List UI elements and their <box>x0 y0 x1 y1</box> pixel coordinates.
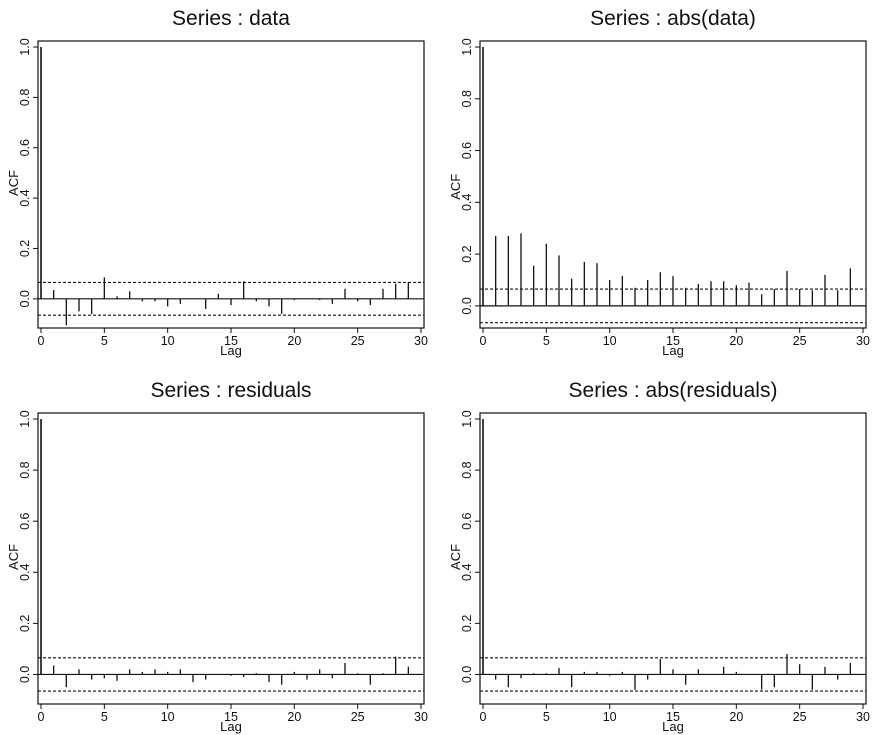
x-tick-label: 15 <box>666 334 680 348</box>
x-tick-label: 25 <box>351 710 365 724</box>
y-tick-label: 1.0 <box>18 38 32 55</box>
y-tick-label: 0.4 <box>18 189 32 206</box>
x-axis-label: Lag <box>662 343 684 358</box>
x-tick-label: 5 <box>543 334 550 348</box>
y-tick-label: 0.2 <box>460 245 474 262</box>
y-tick-label: 0.6 <box>18 512 32 529</box>
chart-title: Series : residuals <box>150 379 311 402</box>
x-tick-label: 20 <box>729 710 743 724</box>
plot-frame <box>37 412 425 705</box>
x-tick-label: 20 <box>287 334 301 348</box>
x-tick-label: 5 <box>101 334 108 348</box>
x-tick-label: 0 <box>38 334 45 348</box>
y-axis-label: ACF <box>448 174 463 200</box>
x-tick-label: 15 <box>666 710 680 724</box>
x-tick-label: 15 <box>224 334 238 348</box>
x-tick-label: 15 <box>224 710 238 724</box>
y-tick-label: 1.0 <box>460 410 474 427</box>
chart-title: Series : abs(residuals) <box>569 379 778 402</box>
x-tick-label: 20 <box>287 710 301 724</box>
y-tick-label: 0.4 <box>18 564 32 581</box>
x-axis-label: Lag <box>220 719 242 734</box>
x-tick-label: 30 <box>856 334 870 348</box>
x-tick-label: 5 <box>101 710 108 724</box>
acf-panel-data: Series : data 0 5 10 15 20 25 30 0.0 0.2 0.4 0.6 0.… <box>6 7 428 358</box>
x-tick-label: 20 <box>729 334 743 348</box>
y-axis-label: ACF <box>448 544 463 570</box>
x-tick-label: 25 <box>793 334 807 348</box>
plot-frame <box>479 412 867 705</box>
y-tick-label: 0.2 <box>18 240 32 257</box>
y-tick-label: 0.0 <box>460 297 474 314</box>
y-axis-label: ACF <box>6 544 21 570</box>
y-axis-label: ACF <box>6 170 21 196</box>
x-tick-label: 25 <box>793 710 807 724</box>
x-tick-label: 10 <box>161 334 175 348</box>
y-tick-label: 0.8 <box>460 90 474 107</box>
x-tick-label: 0 <box>38 710 45 724</box>
acf-panel-residuals: Series : residuals 0 5 10 15 20 25 30 0.0 0.2 0.4… <box>6 379 428 734</box>
chart-title: Series : data <box>172 7 290 30</box>
y-tick-label: 1.0 <box>18 410 32 427</box>
y-tick-label: 0.0 <box>18 666 32 683</box>
y-tick-label: 0.8 <box>18 89 32 106</box>
y-tick-label: 1.0 <box>460 38 474 55</box>
x-tick-label: 30 <box>414 334 428 348</box>
x-tick-label: 30 <box>856 710 870 724</box>
y-tick-label: 0.2 <box>18 615 32 632</box>
x-tick-label: 10 <box>603 710 617 724</box>
x-tick-label: 30 <box>414 710 428 724</box>
chart-title: Series : abs(data) <box>590 7 756 30</box>
y-tick-label: 0.6 <box>18 139 32 156</box>
x-tick-label: 10 <box>161 710 175 724</box>
plot-frame <box>37 40 425 329</box>
y-tick-label: 0.2 <box>460 615 474 632</box>
acf-panel-abs-residuals: Series : abs(residuals) 0 5 10 15 20 25 30 0.0 0… <box>448 379 870 734</box>
x-axis-label: Lag <box>662 719 684 734</box>
x-tick-label: 10 <box>603 334 617 348</box>
x-tick-label: 0 <box>480 710 487 724</box>
y-tick-label: 0.4 <box>460 194 474 211</box>
x-axis-label: Lag <box>220 343 242 358</box>
y-tick-label: 0.8 <box>18 461 32 478</box>
acf-panel-abs-data: Series : abs(data) 0 5 10 15 20 25 30 0.0 0.2 0.4… <box>448 7 870 358</box>
y-tick-label: 0.0 <box>18 290 32 307</box>
y-tick-label: 0.8 <box>460 461 474 478</box>
y-tick-label: 0.6 <box>460 512 474 529</box>
x-tick-label: 0 <box>480 334 487 348</box>
x-tick-label: 25 <box>351 334 365 348</box>
y-tick-label: 0.4 <box>460 564 474 581</box>
x-tick-label: 5 <box>543 710 550 724</box>
y-tick-label: 0.0 <box>460 666 474 683</box>
y-tick-label: 0.6 <box>460 142 474 159</box>
